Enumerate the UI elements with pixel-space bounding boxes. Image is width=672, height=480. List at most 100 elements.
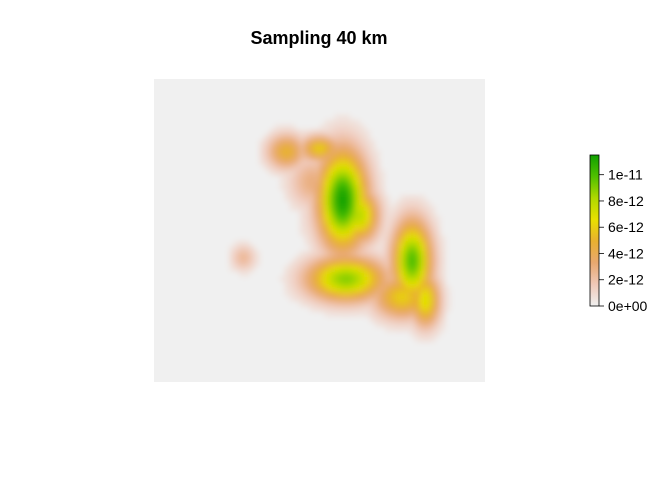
density-cell [324, 200, 331, 206]
density-cell [394, 245, 401, 252]
density-cell [314, 190, 321, 196]
density-cell [259, 154, 265, 161]
density-cell [439, 321, 446, 328]
density-cell [364, 144, 371, 151]
density-cell [354, 185, 361, 191]
density-cell [404, 316, 411, 322]
density-cell [394, 301, 401, 307]
density-cell [409, 200, 416, 206]
density-cell [389, 205, 396, 211]
density-cell [274, 169, 280, 176]
density-cell [349, 291, 356, 297]
density-cell [389, 286, 396, 292]
density-cell [424, 301, 431, 307]
density-cell [294, 139, 301, 146]
density-cell [424, 275, 431, 282]
density-cell [424, 230, 431, 237]
density-cell [344, 159, 351, 166]
density-cell [339, 174, 346, 181]
density-cell [344, 134, 351, 141]
density-cell [389, 235, 396, 242]
density-cell [299, 250, 306, 257]
density-cell [354, 260, 361, 267]
density-cell [304, 240, 311, 247]
density-cell [354, 215, 361, 221]
density-cell [329, 230, 336, 237]
density-cell [284, 286, 291, 292]
density-cell [439, 235, 446, 242]
density-cell [359, 230, 366, 237]
density-cell [254, 250, 260, 257]
density-cell [344, 250, 351, 257]
density-cell [309, 265, 316, 272]
density-cell [339, 124, 346, 131]
density-cell [269, 149, 275, 156]
density-cell [274, 164, 280, 171]
density-cell [304, 210, 311, 216]
density-cell [424, 321, 431, 328]
density-cell [289, 174, 296, 181]
density-cell [294, 149, 301, 156]
density-cell [379, 306, 386, 312]
density-cell [424, 296, 431, 302]
density-cell [294, 291, 301, 297]
density-cell [294, 129, 301, 136]
density-cell [319, 250, 326, 257]
density-cell [334, 169, 341, 176]
density-cell [334, 154, 341, 161]
density-cell [429, 230, 436, 237]
density-cell [384, 220, 391, 227]
density-cell [364, 225, 371, 232]
density-cell [414, 301, 421, 307]
density-cell [409, 311, 416, 317]
density-cell [349, 255, 356, 262]
density-cell [284, 154, 291, 161]
density-cell [299, 210, 306, 216]
density-cell [309, 281, 316, 287]
density-cell [309, 245, 316, 252]
density-cell [339, 139, 346, 146]
density-cell [349, 260, 356, 267]
density-cell [279, 149, 285, 156]
density-cell [414, 230, 421, 237]
density-cell [299, 154, 306, 161]
density-cell [399, 215, 406, 221]
density-cell [264, 164, 270, 171]
density-cell [244, 245, 250, 252]
density-cell [394, 240, 401, 247]
density-cell [269, 159, 275, 166]
density-cell [289, 275, 296, 282]
density-cell [424, 326, 431, 333]
density-cell [239, 250, 245, 257]
density-cell [349, 164, 356, 171]
density-cell [364, 220, 371, 227]
density-cell [359, 265, 366, 272]
density-cell [364, 230, 371, 237]
density-cell [444, 296, 451, 302]
density-cell [369, 190, 376, 196]
density-cell [404, 255, 411, 262]
density-cell [304, 169, 311, 176]
density-cell [284, 270, 291, 277]
density-cell [359, 225, 366, 232]
density-cell [339, 119, 346, 126]
density-cell [339, 220, 346, 227]
density-cell [334, 190, 341, 196]
density-cell [324, 245, 331, 252]
density-cell [374, 174, 381, 181]
density-cell [294, 286, 301, 292]
density-cell [234, 240, 240, 247]
density-cell [304, 129, 311, 136]
density-cell [334, 215, 341, 221]
density-cell [349, 265, 356, 272]
density-cell [364, 159, 371, 166]
density-cell [349, 210, 356, 216]
density-cell [249, 245, 255, 252]
density-cell [329, 240, 336, 247]
density-cell [394, 205, 401, 211]
density-cell [379, 265, 386, 272]
density-cell [354, 210, 361, 216]
density-cell [304, 260, 311, 267]
density-cell [399, 321, 406, 328]
density-cell [344, 195, 351, 201]
